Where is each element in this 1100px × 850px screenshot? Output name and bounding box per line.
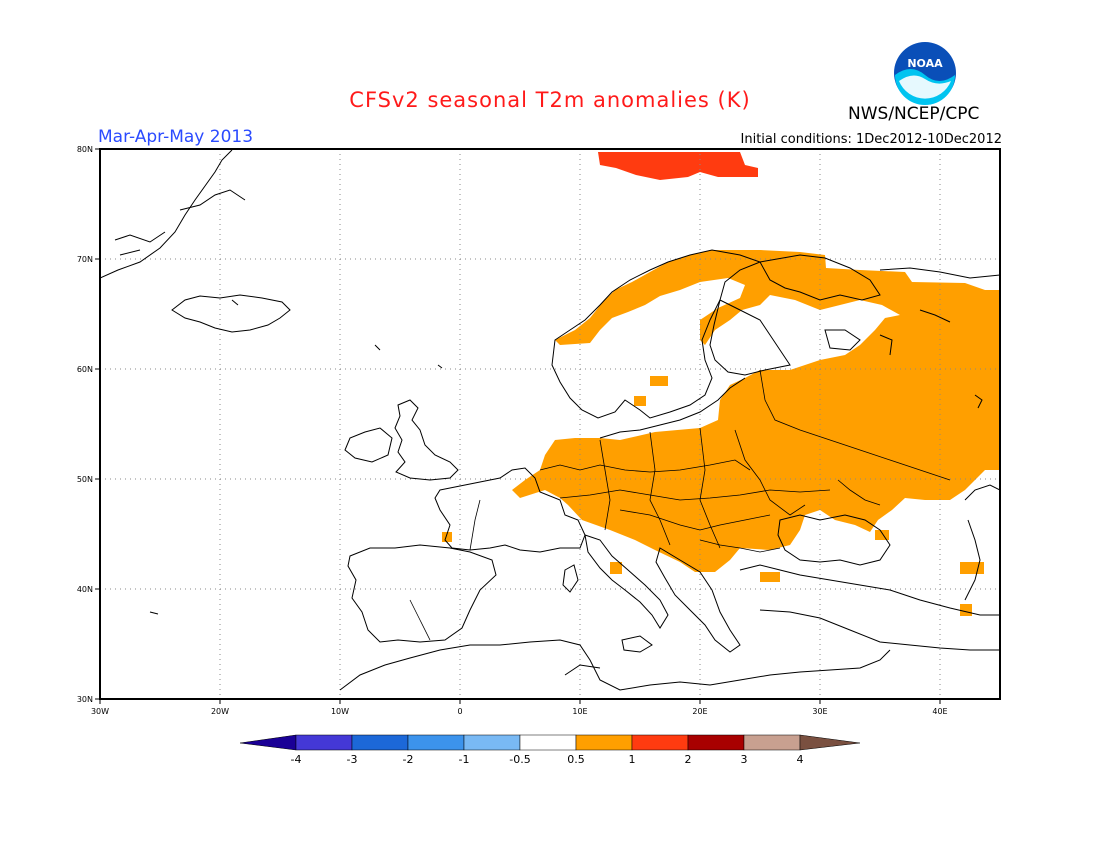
anomaly-cell xyxy=(760,572,780,582)
anomaly-cell xyxy=(610,562,622,574)
lon-label-10w: 10W xyxy=(331,707,349,716)
anomaly-cell xyxy=(960,604,972,616)
colorbar-swatch-1 xyxy=(295,734,353,751)
borders xyxy=(409,369,951,641)
colorbar-swatch-9 xyxy=(743,734,801,751)
lon-label-30w: 30W xyxy=(91,707,109,716)
graticule xyxy=(100,149,1000,699)
lat-label-50n: 50N xyxy=(77,475,93,484)
chart-title: CFSv2 seasonal T2m anomalies (K) xyxy=(349,88,751,112)
lon-label-30e: 30E xyxy=(812,707,827,716)
map-area xyxy=(100,149,1000,699)
anomaly-cell xyxy=(875,530,889,540)
coastlines xyxy=(100,149,1000,691)
anomaly-cell xyxy=(442,532,452,542)
colorbar-swatch-5 xyxy=(519,734,577,751)
colorbar-swatch-7 xyxy=(631,734,689,751)
colorbar-label: 0.5 xyxy=(567,753,585,766)
colorbar-label: -0.5 xyxy=(509,753,530,766)
colorbar-label: 3 xyxy=(741,753,748,766)
lon-label-10e: 10E xyxy=(572,707,587,716)
colorbar-label: -4 xyxy=(291,753,302,766)
lat-label-60n: 60N xyxy=(77,365,93,374)
colorbar-swatch-10 xyxy=(799,734,861,751)
anomaly-cell xyxy=(960,562,984,574)
lon-label-20e: 20E xyxy=(692,707,707,716)
map-frame xyxy=(99,148,1001,700)
colorbar-label: -1 xyxy=(459,753,470,766)
colorbar-swatch-3 xyxy=(407,734,465,751)
colorbar-label: -3 xyxy=(347,753,358,766)
lat-label-40n: 40N xyxy=(77,585,93,594)
colorbar-label: -2 xyxy=(403,753,414,766)
lon-label-40e: 40E xyxy=(932,707,947,716)
agency-label: NWS/NCEP/CPC xyxy=(848,104,980,124)
lat-label-30n: 30N xyxy=(77,695,93,704)
lon-label-20w: 20W xyxy=(211,707,229,716)
anomaly-region-north xyxy=(512,250,1000,572)
colorbar-label: 1 xyxy=(629,753,636,766)
colorbar-swatch-4 xyxy=(463,734,521,751)
colorbar-swatch-6 xyxy=(575,734,633,751)
colorbar-swatch-2 xyxy=(351,734,409,751)
anomaly-cell xyxy=(650,376,668,386)
colorbar-swatch-0 xyxy=(239,734,297,751)
colorbar-label: 4 xyxy=(797,753,804,766)
noaa-logo: NOAA xyxy=(893,41,957,105)
lon-label-0: 0 xyxy=(457,707,462,716)
logo-text: NOAA xyxy=(907,57,943,70)
anomaly-cell xyxy=(634,396,646,406)
period-label: Mar-Apr-May 2013 xyxy=(98,127,254,147)
colorbar: -4 -3 -2 -1 -0.5 0.5 1 2 3 4 xyxy=(239,734,861,766)
colorbar-label: 2 xyxy=(685,753,692,766)
ticks xyxy=(95,148,941,704)
anomaly-shading xyxy=(442,152,1000,616)
colorbar-swatch-8 xyxy=(687,734,745,751)
lat-label-70n: 70N xyxy=(77,255,93,264)
anomaly-region-svalbard xyxy=(598,152,758,180)
initial-conditions-label: Initial conditions: 1Dec2012-10Dec2012 xyxy=(740,132,1002,147)
lat-label-80n: 80N xyxy=(77,145,93,154)
